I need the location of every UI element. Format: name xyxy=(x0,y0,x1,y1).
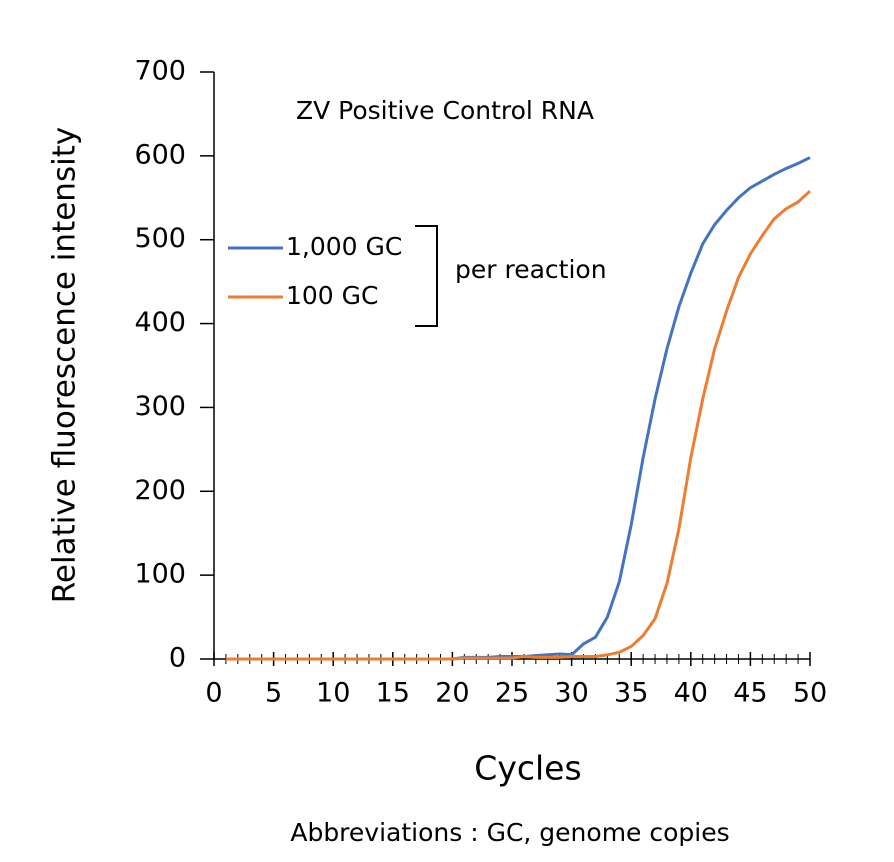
x-tick-label: 25 xyxy=(495,678,529,709)
x-tick-label: 30 xyxy=(554,678,588,709)
x-axis-label: Cycles xyxy=(474,749,581,788)
legend-label: 100 GC xyxy=(286,281,379,310)
x-tick-label: 0 xyxy=(205,678,222,709)
x-tick-label: 45 xyxy=(733,678,767,709)
x-tick-label: 35 xyxy=(614,678,648,709)
x-tick-label: 50 xyxy=(793,678,827,709)
y-tick-label: 700 xyxy=(134,56,186,87)
legend-label: 1,000 GC xyxy=(286,232,402,261)
legend-bracket xyxy=(415,225,438,327)
x-tick-label: 20 xyxy=(435,678,469,709)
x-tick-label: 40 xyxy=(674,678,708,709)
annotation: per reaction xyxy=(455,255,607,284)
x-tick-label: 10 xyxy=(316,678,350,709)
x-tick-label: 15 xyxy=(376,678,410,709)
series-line xyxy=(225,189,812,661)
footnote: Abbreviations : GC, genome copies xyxy=(290,818,729,847)
y-axis-label: Relative fluorescence intensity xyxy=(47,127,83,603)
y-tick-label: 500 xyxy=(134,223,186,254)
y-tick-label: 400 xyxy=(134,307,186,338)
y-tick-label: 100 xyxy=(134,559,186,590)
y-tick-label: 0 xyxy=(169,643,186,674)
y-tick-label: 600 xyxy=(134,139,186,170)
y-tick-label: 200 xyxy=(134,475,186,506)
x-tick-label: 5 xyxy=(265,678,282,709)
y-tick-label: 300 xyxy=(134,391,186,422)
chart-title: ZV Positive Control RNA xyxy=(296,96,594,125)
